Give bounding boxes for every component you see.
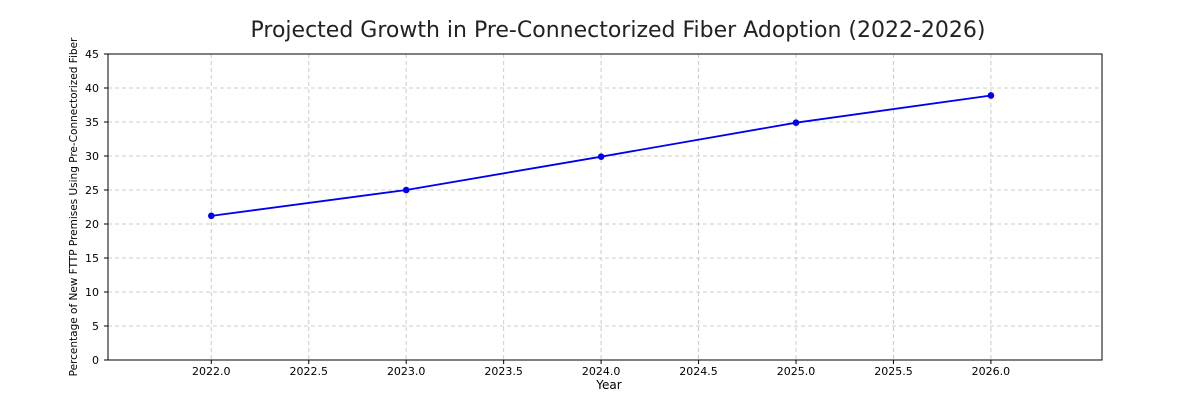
data-point (402, 186, 410, 194)
y-tick-label: 40 (85, 82, 99, 95)
x-tick-label: 2024.0 (582, 365, 621, 378)
y-tick-label: 45 (85, 48, 99, 61)
data-point (987, 92, 995, 99)
y-tick-label: 15 (85, 252, 99, 265)
y-tick-label: 0 (92, 354, 99, 367)
y-tick-label: 5 (92, 320, 99, 333)
x-axis-ticks: 2022.0 2022.5 2023.0 2023.5 2024.0 2024.5 2025… (192, 360, 1010, 378)
x-tick-label: 2023.5 (484, 365, 523, 378)
y-tick-label: 20 (85, 218, 99, 231)
plot-area-frame (107, 53, 1103, 361)
y-axis-label: Percentage of New FTTP Premises Using Pr… (68, 37, 80, 376)
x-axis-label: Year (595, 378, 621, 392)
x-tick-label: 2024.5 (679, 365, 718, 378)
y-axis-ticks: 0 5 10 15 20 25 30 35 40 45 (85, 48, 108, 367)
data-point (597, 153, 605, 160)
y-tick-label: 35 (85, 116, 99, 129)
data-point (792, 119, 800, 126)
chart-title: Projected Growth in Pre-Connectorized Fi… (251, 18, 986, 43)
x-tick-label: 2022.0 (192, 365, 231, 378)
x-tick-label: 2026.0 (972, 365, 1011, 378)
x-tick-label: 2025.5 (874, 365, 913, 378)
data-point (207, 212, 215, 220)
x-tick-label: 2023.0 (387, 365, 426, 378)
y-tick-label: 10 (85, 286, 99, 299)
y-tick-label: 30 (85, 150, 99, 163)
x-tick-label: 2025.0 (777, 365, 816, 378)
series (207, 92, 995, 220)
x-tick-label: 2022.5 (289, 365, 328, 378)
y-tick-label: 25 (85, 184, 99, 197)
